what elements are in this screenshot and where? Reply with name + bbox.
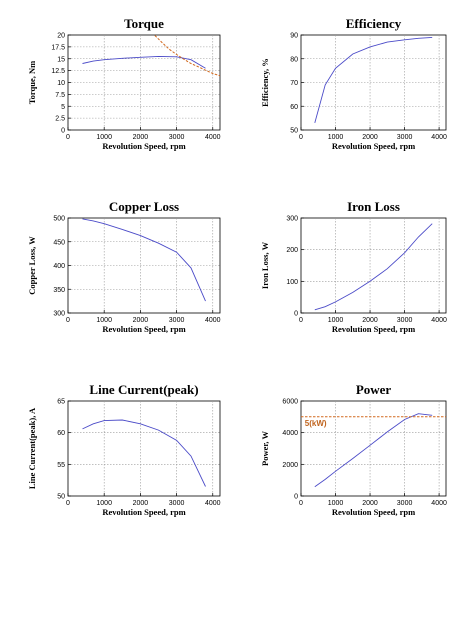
- torque-ytick-label-7: 17.5: [51, 44, 65, 51]
- iron-loss-xtick-label-1: 1000: [328, 317, 344, 324]
- line-current-xtick-label-2: 2000: [133, 500, 149, 507]
- copper-loss-ytick-label-1: 350: [53, 287, 65, 294]
- power-xtick-label-3: 3000: [397, 500, 413, 507]
- torque-series-0-line: [82, 55, 206, 69]
- power-chart: Power 0 1000 2000 3000 4000 0 2000 4000 6000 Revol…: [260, 382, 447, 517]
- efficiency-series-0-line: [314, 36, 433, 124]
- copper-loss-chart: Copper Loss 0 1000 2000 3000 4000 300 350 400 450…: [27, 199, 221, 334]
- line-current-ytick-label-0: 50: [57, 494, 65, 501]
- power-ylabel: Power, W: [260, 431, 270, 466]
- torque-xtick-label-4: 4000: [205, 134, 221, 141]
- line-current-xtick-label-4: 4000: [205, 500, 221, 507]
- power-annotation-0: 5(kW): [305, 419, 327, 428]
- torque-chart: Torque 0 1000 2000 3000 4000 0 2.5 5 7.5 10 12.5 15 1…: [27, 16, 221, 151]
- efficiency-xtick-label-0: 0: [299, 134, 303, 141]
- iron-loss-xtick-label-3: 3000: [397, 317, 413, 324]
- copper-loss-xtick-label-1: 1000: [96, 317, 112, 324]
- power-series-0-line: [314, 413, 433, 488]
- copper-loss-ytick-label-3: 450: [53, 239, 65, 246]
- iron-loss-title: Iron Loss: [347, 199, 400, 214]
- power-ytick-label-0: 0: [294, 494, 298, 501]
- copper-loss-ytick-label-4: 500: [53, 216, 65, 223]
- torque-ytick-label-1: 2.5: [55, 116, 65, 123]
- iron-loss-ytick-label-2: 200: [286, 247, 298, 254]
- torque-xtick-label-1: 1000: [96, 134, 112, 141]
- power-xtick-label-1: 1000: [328, 500, 344, 507]
- efficiency-ytick-label-2: 70: [290, 80, 298, 87]
- copper-loss-xtick-label-3: 3000: [169, 317, 185, 324]
- torque-ytick-label-2: 5: [61, 104, 65, 111]
- efficiency-ytick-label-1: 60: [290, 104, 298, 111]
- line-current-title: Line Current(peak): [89, 382, 198, 397]
- efficiency-title: Efficiency: [346, 16, 402, 31]
- power-xtick-label-0: 0: [299, 500, 303, 507]
- torque-xtick-label-0: 0: [66, 134, 70, 141]
- line-current-chart: Line Current(peak) 0 1000 2000 3000 4000 50 55 6…: [27, 382, 221, 517]
- line-current-xtick-label-1: 1000: [96, 500, 112, 507]
- efficiency-xlabel: Revolution Speed, rpm: [332, 141, 415, 151]
- line-current-ytick-label-3: 65: [57, 399, 65, 406]
- iron-loss-ytick-label-1: 100: [286, 279, 298, 286]
- efficiency-chart: Efficiency 0 1000 2000 3000 4000 50 60 70 80 90 Rev…: [260, 16, 447, 151]
- power-title: Power: [356, 382, 392, 397]
- efficiency-ytick-label-0: 50: [290, 128, 298, 135]
- line-current-plot-frame: [67, 400, 221, 497]
- torque-ytick-label-4: 10: [57, 80, 65, 87]
- power-xlabel: Revolution Speed, rpm: [332, 507, 415, 517]
- line-current-ytick-label-1: 55: [57, 462, 65, 469]
- line-current-ytick-label-2: 60: [57, 430, 65, 437]
- torque-ytick-label-5: 12.5: [51, 68, 65, 75]
- copper-loss-title: Copper Loss: [109, 199, 179, 214]
- line-current-xtick-label-3: 3000: [169, 500, 185, 507]
- torque-ytick-label-0: 0: [61, 128, 65, 135]
- iron-loss-ylabel: Iron Loss, W: [260, 241, 270, 289]
- iron-loss-series-0-line: [314, 223, 433, 311]
- power-plot-frame: [300, 400, 447, 497]
- efficiency-ytick-label-4: 90: [290, 33, 298, 40]
- copper-loss-ytick-label-0: 300: [53, 311, 65, 318]
- efficiency-xtick-label-4: 4000: [431, 134, 447, 141]
- iron-loss-xtick-label-0: 0: [299, 317, 303, 324]
- power-ytick-label-2: 4000: [282, 430, 298, 437]
- copper-loss-xlabel: Revolution Speed, rpm: [102, 324, 185, 334]
- efficiency-xtick-label-3: 3000: [397, 134, 413, 141]
- torque-xtick-label-3: 3000: [169, 134, 185, 141]
- power-ytick-label-1: 2000: [282, 462, 298, 469]
- copper-loss-ylabel: Copper Loss, W: [27, 236, 37, 295]
- line-current-ylabel: Line Current(peak), A: [27, 407, 37, 489]
- power-ytick-label-3: 6000: [282, 399, 298, 406]
- copper-loss-xtick-label-4: 4000: [205, 317, 221, 324]
- power-xtick-label-2: 2000: [362, 500, 378, 507]
- torque-series-1-reference-line: [154, 35, 220, 77]
- iron-loss-plot-frame: [300, 217, 447, 314]
- iron-loss-xlabel: Revolution Speed, rpm: [332, 324, 415, 334]
- power-xtick-label-4: 4000: [431, 500, 447, 507]
- line-current-xtick-label-0: 0: [66, 500, 70, 507]
- iron-loss-ytick-label-3: 300: [286, 216, 298, 223]
- line-current-series-0-line: [82, 419, 206, 487]
- torque-ytick-label-8: 20: [57, 33, 65, 40]
- copper-loss-xtick-label-0: 0: [66, 317, 70, 324]
- iron-loss-xtick-label-2: 2000: [362, 317, 378, 324]
- iron-loss-chart: Iron Loss 0 1000 2000 3000 4000 0 100 200 300 Revo…: [260, 199, 447, 334]
- torque-xlabel: Revolution Speed, rpm: [102, 141, 185, 151]
- torque-ylabel: Torque, Nm: [27, 61, 37, 104]
- line-current-xlabel: Revolution Speed, rpm: [102, 507, 185, 517]
- copper-loss-series-0-line: [82, 218, 206, 302]
- torque-xtick-label-2: 2000: [133, 134, 149, 141]
- efficiency-xtick-label-1: 1000: [328, 134, 344, 141]
- torque-ytick-label-6: 15: [57, 56, 65, 63]
- torque-title: Torque: [124, 16, 164, 31]
- efficiency-xtick-label-2: 2000: [362, 134, 378, 141]
- torque-ytick-label-3: 7.5: [55, 92, 65, 99]
- efficiency-ylabel: Efficiency, %: [260, 58, 270, 107]
- efficiency-ytick-label-3: 80: [290, 56, 298, 63]
- iron-loss-xtick-label-4: 4000: [431, 317, 447, 324]
- copper-loss-ytick-label-2: 400: [53, 263, 65, 270]
- copper-loss-xtick-label-2: 2000: [133, 317, 149, 324]
- iron-loss-ytick-label-0: 0: [294, 311, 298, 318]
